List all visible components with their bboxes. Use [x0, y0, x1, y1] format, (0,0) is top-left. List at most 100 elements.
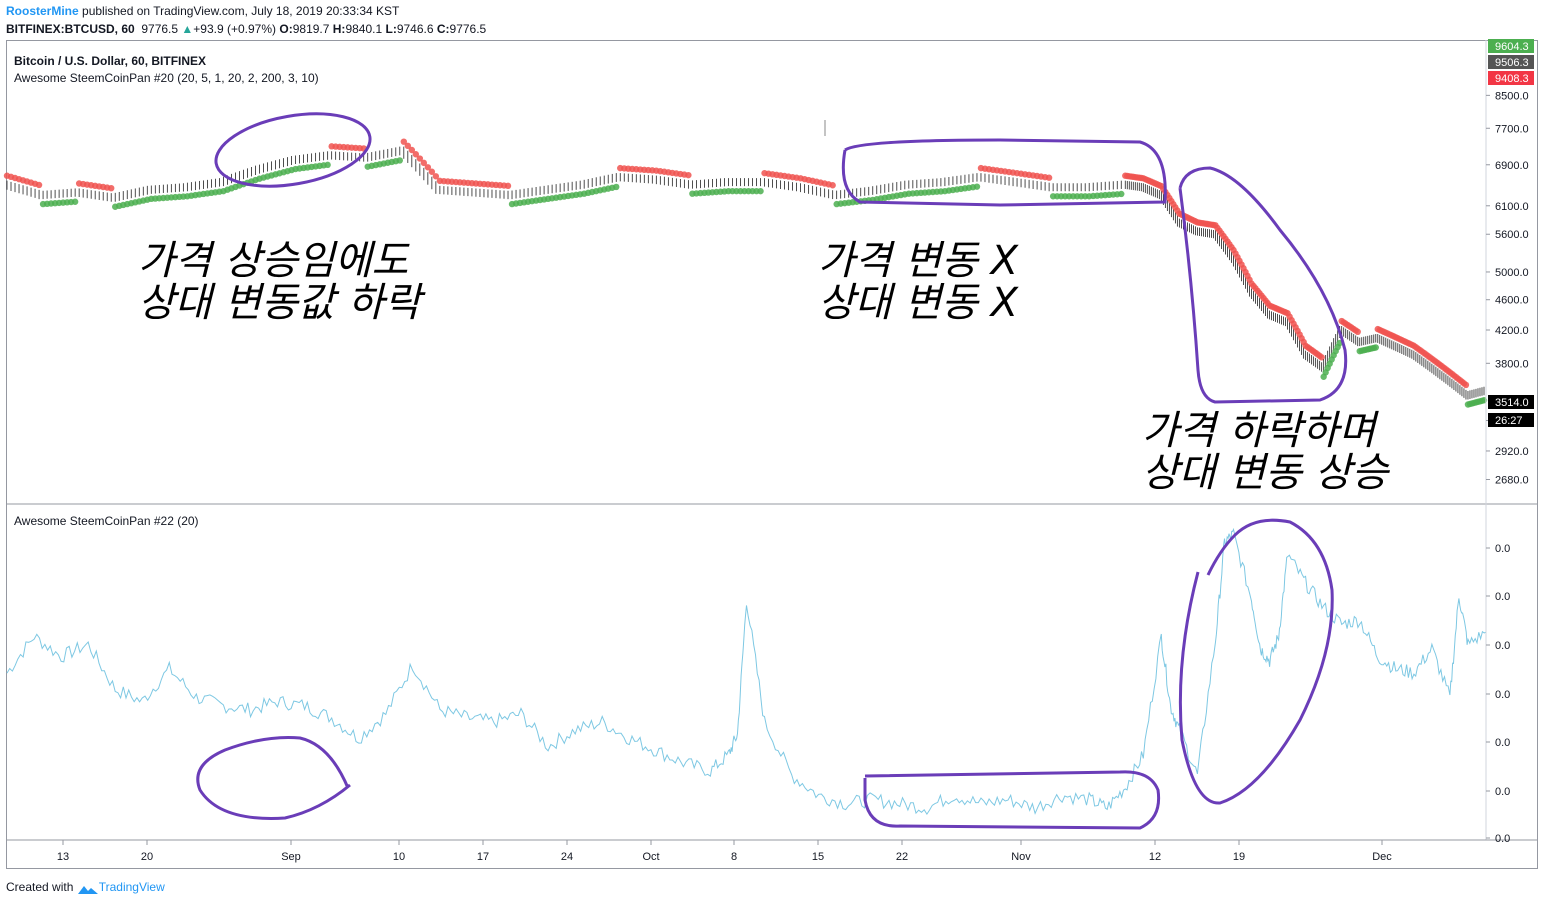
resistance-dot [685, 171, 692, 179]
resistance-dot [504, 182, 512, 190]
chart-frame [6, 40, 1538, 869]
price-tick-label: 4200.0 [1495, 325, 1529, 337]
annotation-mid-line1: 가격 변동 X [818, 238, 1019, 284]
price-change: +93.9 (+0.97%) [193, 22, 277, 36]
price-tag-label: 9604.3 [1495, 41, 1529, 53]
support-dot [324, 161, 331, 169]
close-value: 9776.5 [449, 22, 487, 36]
annotation-mid-line2: 상대 변동 X [818, 280, 1019, 326]
price-tag-label: 9506.3 [1495, 57, 1529, 69]
price-tag-box [1488, 413, 1534, 427]
time-tick-label: Sep [281, 851, 301, 863]
marker-ellipse-bottom-right [1178, 518, 1334, 805]
low-label: L: [385, 22, 397, 36]
price-tag-box [1488, 71, 1534, 85]
annotation-right-line1: 가격 하락하며 [1142, 408, 1376, 454]
indicator-tick-label: 0.0 [1495, 591, 1510, 603]
support-dot [1372, 344, 1379, 351]
resistance-dot [420, 159, 428, 167]
marker-ellipse-bottom-left [196, 736, 351, 820]
support-dot [71, 198, 79, 205]
resistance-dot [404, 142, 412, 150]
resistance-dot [35, 181, 43, 189]
time-axis: 13 20 Sep 10 17 24 Oct 8 15 22 Nov 12 19 Dec [57, 840, 1392, 863]
time-tick-label: 13 [57, 851, 69, 863]
time-tick-label: 17 [477, 851, 489, 863]
price-indicator-label: Awesome SteemCoinPan #20 (20, 5, 1, 20, … [14, 71, 319, 85]
price-tick-label: 8500.0 [1495, 90, 1529, 102]
author-link[interactable]: RoosterMine [6, 4, 79, 18]
indicator-tick-label: 0.0 [1495, 640, 1510, 652]
ohlc-header: BITFINEX:BTCUSD, 60 9776.5 ▲+93.9 (+0.97… [6, 22, 486, 36]
price-tag-box [1488, 55, 1534, 69]
resistance-dot [108, 184, 115, 192]
published-text: published on TradingView.com, July 18, 2… [78, 4, 400, 18]
close-label: C: [436, 22, 450, 36]
time-tick-label: 15 [812, 851, 824, 863]
marker-ellipse-top-left [214, 112, 372, 188]
price-tick-label: 7700.0 [1495, 123, 1529, 135]
high-value: 9840.1 [345, 22, 383, 36]
price-tick-label: 6100.0 [1495, 201, 1529, 213]
open-value: 9819.7 [292, 22, 330, 36]
support-dot [396, 157, 403, 164]
price-tick-label: 2680.0 [1495, 475, 1529, 487]
marker-rect-bottom-mid [863, 770, 1161, 830]
indicator-axis: 0.0 0.0 0.0 0.0 0.0 0.0 0.0 [1486, 543, 1510, 845]
price-tick-label: 5600.0 [1495, 229, 1529, 241]
price-tag-box [1488, 39, 1534, 53]
resistance-dot [400, 138, 408, 145]
time-tick-label: 12 [1149, 851, 1161, 863]
annotation-left-line2: 상대 변동값 하락 [138, 280, 422, 326]
price-tick-label: 4600.0 [1495, 295, 1529, 307]
price-tick-label: 6900.0 [1495, 160, 1529, 172]
annotation-mid: 가격 변동 X 상대 변동 X [818, 240, 1018, 324]
resistance-dot [1318, 354, 1325, 361]
resistance-dot [432, 173, 440, 180]
publish-header: RoosterMine published on TradingView.com… [6, 4, 399, 18]
tradingview-logo-icon [77, 885, 98, 894]
time-tick-label: Nov [1011, 851, 1031, 863]
support-dot [613, 183, 620, 191]
time-tick-label: 22 [896, 851, 908, 863]
time-tick-label: 24 [561, 851, 573, 863]
price-pane-title: Bitcoin / U.S. Dollar, 60, BITFINEX [14, 54, 207, 68]
support-dot [1118, 190, 1125, 198]
indicator-line [6, 527, 1487, 816]
time-tick-label: 8 [731, 851, 737, 863]
indicator-pane-label: Awesome SteemCoinPan #22 (20) [14, 514, 199, 528]
resistance-dot [829, 182, 836, 189]
price-tick-label: 5000.0 [1495, 267, 1529, 279]
resistance-dot [1462, 381, 1470, 389]
marker-shape-top-right [1178, 166, 1348, 404]
time-tick-label: 20 [141, 851, 153, 863]
resistance-dot [416, 155, 424, 162]
indicator-tick-label: 0.0 [1495, 689, 1510, 701]
open-label: O: [279, 22, 293, 36]
resistance-dot [412, 151, 420, 158]
resistance-dot [424, 164, 432, 171]
footer-brand[interactable]: TradingView [98, 880, 165, 894]
change-up-icon: ▲ [181, 22, 194, 36]
time-tick-label: Dec [1372, 851, 1392, 863]
footer-created: Created with [6, 880, 74, 894]
low-value: 9746.6 [396, 22, 434, 36]
resistance-dot [1354, 328, 1361, 336]
price-tag-label: 9408.3 [1495, 73, 1529, 85]
support-dot [757, 187, 764, 195]
annotation-left: 가격 상승임에도 상대 변동값 하락 [138, 240, 421, 324]
price-tag-box [1488, 395, 1534, 409]
resistance-dot [408, 146, 416, 154]
annotation-right: 가격 하락하며 상대 변동 상승 [1142, 410, 1388, 494]
price-tick-label: 2920.0 [1495, 446, 1529, 458]
annotation-marks [196, 112, 1348, 830]
indicator-tick-label: 0.0 [1495, 737, 1510, 749]
resistance-dot [428, 168, 436, 175]
price-axis: 8500.0 7700.0 6900.0 6100.0 5600.0 5000.0 4600… [6, 39, 1538, 841]
indicator-tick-label: 0.0 [1495, 786, 1510, 798]
indicator-plot [6, 527, 1487, 816]
annotation-left-line1: 가격 상승임에도 [138, 238, 409, 284]
annotation-right-line2: 상대 변동 상승 [1142, 450, 1389, 496]
time-tick-label: Oct [642, 851, 659, 863]
